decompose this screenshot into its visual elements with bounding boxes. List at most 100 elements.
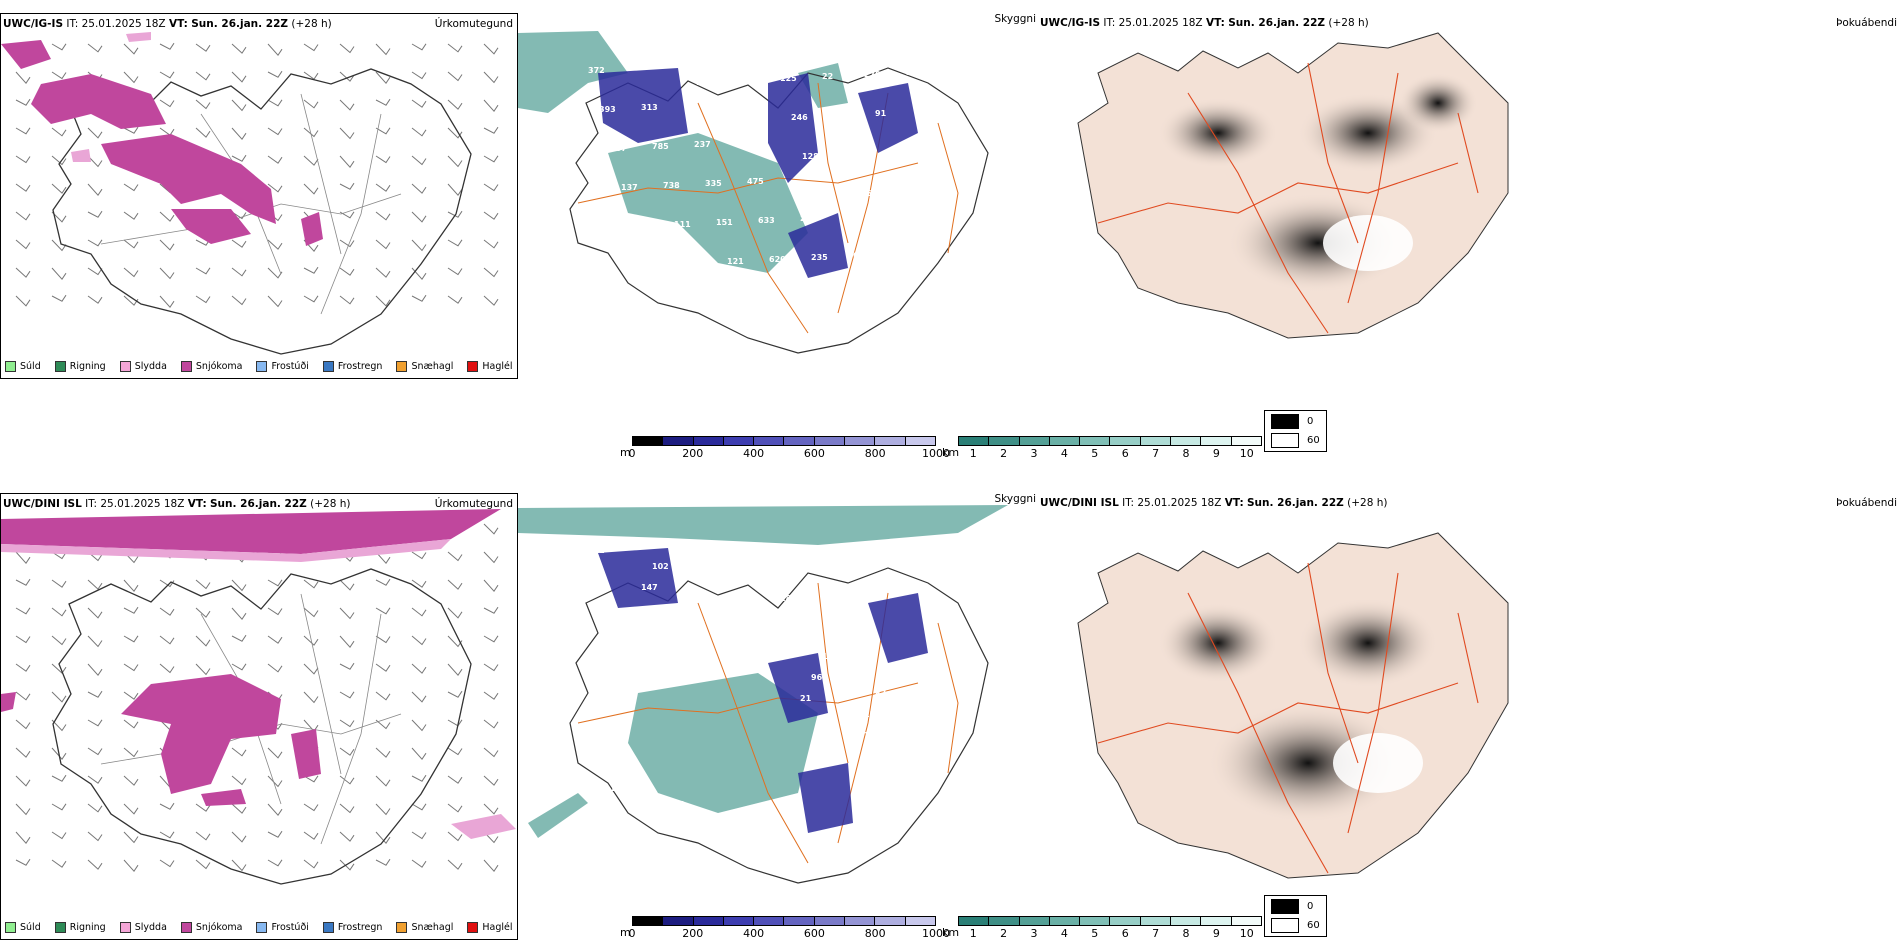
visibility-value-label: 313 <box>641 103 658 112</box>
wind-barb <box>339 859 355 871</box>
wind-barb <box>231 607 247 620</box>
wind-barb <box>447 267 463 276</box>
visibility-value-label: 335 <box>705 179 722 188</box>
wind-barb <box>51 831 67 840</box>
wind-barb <box>87 210 103 218</box>
precip-panel-top: UWC/IG-IS IT: 25.01.2025 18Z VT: Sun. 26… <box>0 13 518 379</box>
visibility-labels: 372 313 237 475 292 624 398 393 785 335 633 235 270 2… <box>588 66 951 270</box>
wind-barb <box>339 803 355 814</box>
visibility-value-label: 738 <box>663 181 680 190</box>
colorbar-tick-label: 2 <box>1000 447 1008 460</box>
wind-barb <box>231 775 247 786</box>
snow-band-north <box>1 509 501 554</box>
colorbar-tick-label: 8 <box>1182 447 1190 460</box>
colorbar-cell <box>1080 437 1111 445</box>
wind-barb <box>447 663 463 676</box>
colorbar-cell <box>1201 917 1232 925</box>
wind-barb <box>303 803 319 812</box>
visibility-value-label: 118 <box>610 784 627 793</box>
wind-barb <box>231 211 247 220</box>
visibility-value-label: 633 <box>758 216 775 225</box>
colorbar-cell <box>1110 437 1141 445</box>
wind-barb <box>303 579 319 589</box>
wind-barb <box>375 607 391 615</box>
legend-item: Frostregn <box>322 361 382 372</box>
iceland-outline <box>52 568 472 885</box>
wind-barb <box>231 579 247 592</box>
colorbar-cell <box>723 437 755 445</box>
visibility-value-label: 145 <box>939 705 956 714</box>
visibility-value-label: 159 <box>643 261 660 270</box>
wind-barb <box>483 211 499 220</box>
visibility-value-label: 102 <box>652 562 669 571</box>
wind-barb <box>159 831 175 839</box>
wind-barb <box>159 295 175 308</box>
wind-barb <box>447 775 463 784</box>
wind-barb <box>267 579 283 587</box>
wind-barb <box>231 239 247 248</box>
colorbar-cell <box>663 917 694 925</box>
wind-barb <box>231 154 247 162</box>
visibility-value-label: 270 <box>864 70 881 79</box>
visibility-value-label: 216 <box>897 187 914 196</box>
visibility-value-label: 624 <box>853 251 870 260</box>
wind-barb <box>447 127 463 139</box>
wind-barb <box>87 635 103 648</box>
visibility-value-label: 289 <box>780 594 797 603</box>
wind-barb <box>51 774 67 782</box>
wind-barb <box>339 691 355 699</box>
roads <box>1097 62 1479 334</box>
wind-barb <box>87 579 103 590</box>
wind-barb <box>87 239 103 247</box>
visibility-value-label: 109 <box>705 599 722 608</box>
wind-barb <box>87 719 103 727</box>
colorbar-m-top: m 0 200 400 600 800 1000 <box>620 436 950 461</box>
colorbar-tick-label: 5 <box>1091 447 1099 460</box>
wind-barb <box>411 99 427 108</box>
wind-barb <box>159 71 175 79</box>
wind-barb <box>483 183 499 192</box>
colorbar-cell <box>1171 437 1202 445</box>
wind-barb <box>87 690 103 698</box>
wind-barb <box>483 43 499 55</box>
colorbar-tick-label: 800 <box>864 927 886 940</box>
legend-swatch <box>5 922 16 933</box>
visibility-value-label: 96 <box>811 673 823 682</box>
wind-barb <box>195 43 211 52</box>
precip-panel-bottom: UWC/DINI ISL IT: 25.01.2025 18Z VT: Sun.… <box>0 493 518 940</box>
wind-barb <box>447 719 463 727</box>
wind-barb <box>339 127 355 140</box>
colorbar-tick-label: 4 <box>1060 447 1068 460</box>
precip-legend-bottom: Súld Rigning Slydda Snjókoma Frostúði Fr… <box>5 922 513 933</box>
fog-dark-patch <box>1158 98 1278 168</box>
colorbar-tick-label: 1000 <box>922 927 950 940</box>
wind-barb <box>375 295 391 307</box>
wind-barb <box>483 719 499 729</box>
wind-barb <box>159 239 175 251</box>
visibility-value-label: 85 <box>939 185 951 194</box>
wind-barb <box>339 99 355 111</box>
colorbar-cell <box>959 437 990 445</box>
wind-barb <box>51 155 67 166</box>
colorbar-unit: km <box>942 446 960 459</box>
legend-swatch <box>54 922 66 933</box>
colorbar-cell <box>693 437 724 445</box>
wind-barb <box>411 607 427 617</box>
wind-barb <box>375 267 391 278</box>
wind-barb <box>87 43 103 53</box>
wind-barb <box>51 719 67 732</box>
wind-barb <box>195 831 211 841</box>
wind-barb <box>483 126 499 134</box>
wind-barb <box>303 127 319 138</box>
sleet-band-north <box>1 539 451 562</box>
wind-barb <box>51 127 67 137</box>
legend-swatch <box>467 361 479 372</box>
fog-legend-item: 60 <box>1271 918 1320 933</box>
visibility-value-label: 398 <box>906 68 923 77</box>
colorbar-cell <box>814 437 846 445</box>
wind-barb <box>447 155 463 168</box>
fog-panel-top: UWC/IG-IS IT: 25.01.2025 18Z VT: Sun. 26… <box>1038 13 1900 379</box>
wind-barb <box>483 239 499 249</box>
visibility-value-label: 86 <box>663 821 675 830</box>
wind-barb <box>123 831 139 844</box>
